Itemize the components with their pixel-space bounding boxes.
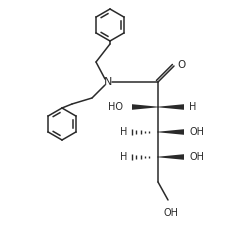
Text: H: H [120,127,127,137]
Text: OH: OH [189,152,204,162]
Text: N: N [104,77,112,87]
Polygon shape [158,154,184,160]
Polygon shape [158,129,184,135]
Text: HO: HO [108,102,123,112]
Polygon shape [158,104,184,110]
Text: O: O [177,60,185,70]
Polygon shape [132,104,158,110]
Text: H: H [189,102,196,112]
Text: OH: OH [189,127,204,137]
Text: OH: OH [163,208,179,218]
Text: H: H [120,152,127,162]
